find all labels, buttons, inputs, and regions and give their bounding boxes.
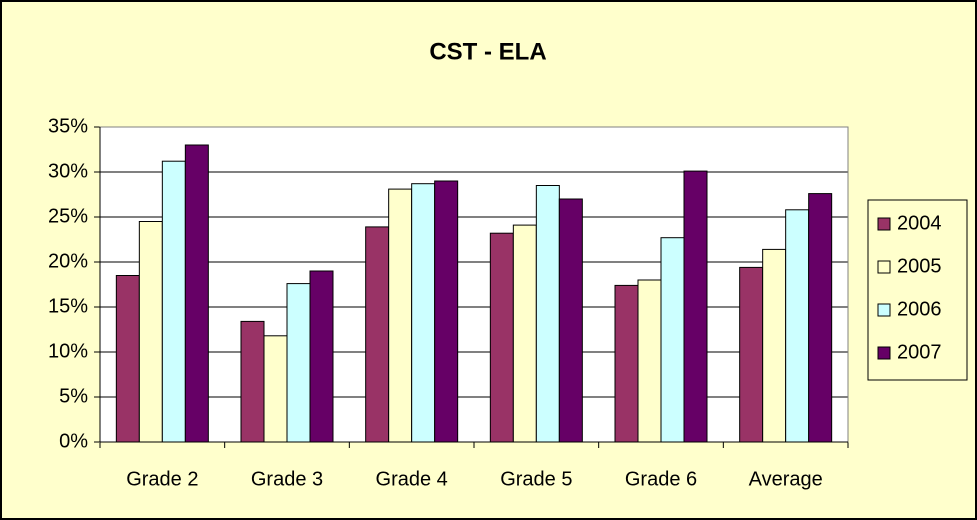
y-tick-label: 20% [48,250,88,272]
bar [263,335,288,443]
bar [535,185,560,443]
bar [614,284,639,443]
x-tick-label: Grade 2 [126,468,198,490]
legend-swatch [877,346,891,360]
y-tick-label: 35% [48,115,88,137]
x-tick-label: Grade 5 [500,468,572,490]
y-tick-label: 0% [59,430,88,452]
bar [388,188,413,443]
legend-label: 2005 [897,255,942,277]
bar [161,160,186,443]
legend-swatch [877,260,891,274]
bar [558,198,583,443]
x-tick-label: Grade 4 [376,468,448,490]
legend-label: 2007 [897,341,942,363]
y-tick-label: 5% [59,385,88,407]
y-tick-label: 10% [48,340,88,362]
bar [512,224,537,443]
chart-title: CST - ELA [429,38,546,65]
legend-swatch [877,303,891,317]
bar [138,221,163,443]
bar [489,232,514,443]
bar [411,183,436,443]
x-tick-label: Grade 3 [251,468,323,490]
x-tick-label: Average [749,468,823,490]
plot-area [100,127,848,442]
bar [309,270,334,443]
bar [637,279,662,443]
y-tick-label: 15% [48,295,88,317]
bar [683,170,708,443]
bar [240,320,265,443]
bar [739,266,764,443]
bar [365,226,390,443]
bar [785,209,810,443]
bar [762,248,787,443]
y-tick-label: 30% [48,160,88,182]
bar [660,237,685,443]
bar [434,180,459,443]
bar [808,193,833,443]
x-tick-label: Grade 6 [625,468,697,490]
bar [286,283,311,443]
legend-label: 2006 [897,298,942,320]
bar [115,275,140,443]
bar [184,144,209,443]
legend-swatch [877,217,891,231]
legend-label: 2004 [897,212,942,234]
y-tick-label: 25% [48,205,88,227]
